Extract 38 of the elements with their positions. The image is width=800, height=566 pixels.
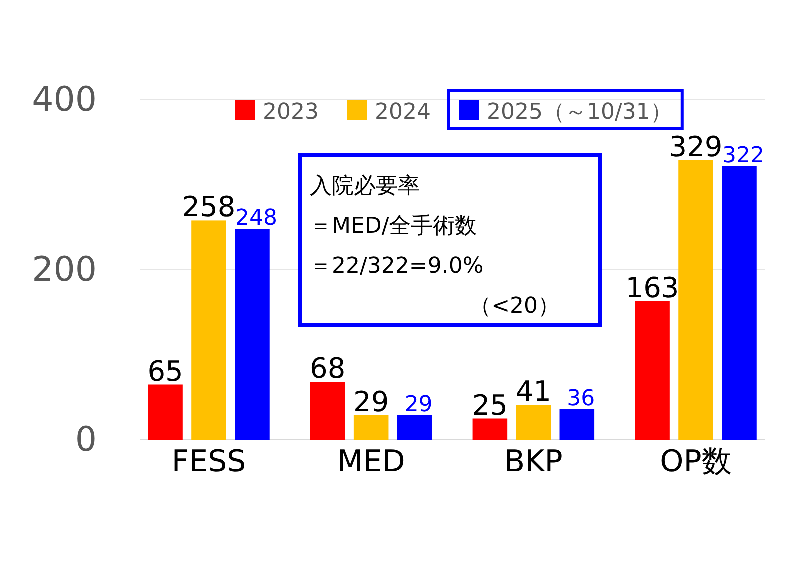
legend-label: 2023 <box>263 100 319 125</box>
x-tick-label: BKP <box>504 444 563 480</box>
bar <box>722 166 757 440</box>
x-tick-label: FESS <box>172 444 246 480</box>
annotation: 入院必要率 <box>310 174 420 199</box>
bar <box>354 415 389 440</box>
bar <box>678 160 714 440</box>
data-label: 322 <box>722 143 764 168</box>
annotation: ＝MED/全手術数 <box>310 214 478 239</box>
data-label: 29 <box>404 392 433 418</box>
data-label: 41 <box>516 375 552 408</box>
y-tick-label: 0 <box>75 420 97 460</box>
data-label: 65 <box>148 354 184 388</box>
data-label: 25 <box>472 388 508 422</box>
data-label: 36 <box>567 386 596 412</box>
bar <box>148 384 183 440</box>
bar <box>560 409 595 440</box>
bar <box>635 301 670 440</box>
bar <box>472 418 508 440</box>
y-tick-label: 200 <box>32 250 97 290</box>
bar <box>397 415 432 440</box>
annotation: ＝22/322=9.0% <box>310 254 484 279</box>
y-tick-label: 400 <box>32 80 97 120</box>
data-label: 29 <box>354 385 390 418</box>
x-tick-label: MED <box>337 444 406 480</box>
legend-label: 2024 <box>375 100 431 125</box>
data-label: 248 <box>235 206 278 232</box>
bar <box>516 405 552 440</box>
annotation: （<20） <box>470 294 560 319</box>
data-label: 68 <box>310 352 346 386</box>
data-label: 163 <box>626 271 680 304</box>
bar <box>310 382 346 440</box>
bar <box>235 229 270 440</box>
bar <box>192 220 226 440</box>
legend-label: 2025（～10/31） <box>487 100 672 125</box>
x-tick-label: OP数 <box>660 444 732 480</box>
data-label: 329 <box>669 130 723 164</box>
data-label: 258 <box>182 190 236 224</box>
